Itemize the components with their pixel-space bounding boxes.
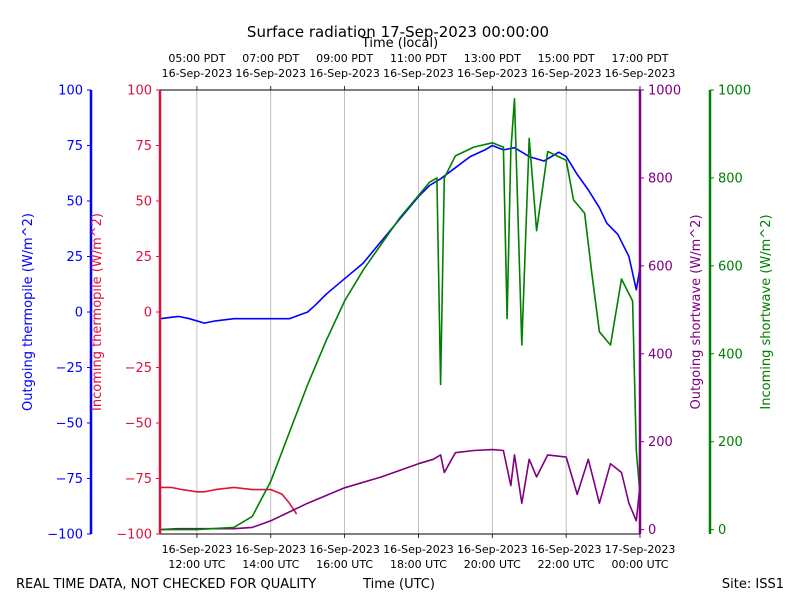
y-tick-label: −25	[56, 361, 83, 376]
top-tick-local: 05:00 PDT	[168, 52, 225, 65]
gridlines	[196, 90, 567, 534]
series-lines	[159, 98, 641, 531]
top-tick-date: 16-Sep-2023	[383, 67, 454, 80]
top-tick-date: 16-Sep-2023	[605, 67, 676, 80]
top-tick-local: 07:00 PDT	[242, 52, 299, 65]
top-tick-date: 16-Sep-2023	[309, 67, 380, 80]
y-tick-label: 400	[718, 347, 743, 362]
y-tick-label: −75	[125, 472, 152, 487]
y-tick-label: 800	[718, 171, 743, 186]
top-tick-local: 15:00 PDT	[538, 52, 595, 65]
y-tick-label: 1000	[718, 84, 751, 99]
y-tick-label: 50	[66, 195, 83, 210]
y-tick-label: 25	[66, 250, 83, 265]
plot-frame	[160, 89, 640, 535]
y-tick-label: 0	[144, 306, 152, 321]
x-tick-date: 16-Sep-2023	[531, 543, 602, 556]
x-tick-utc: 20:00 UTC	[464, 558, 521, 571]
x-tick-utc: 12:00 UTC	[168, 558, 225, 571]
y-tick-label: 50	[135, 195, 152, 210]
x-tick-utc: 00:00 UTC	[611, 558, 668, 571]
y-tick-label: 75	[135, 139, 152, 154]
y-tick-label: 0	[648, 523, 656, 538]
top-axis-label: Time (local)	[361, 36, 438, 51]
y-tick-label: −100	[47, 528, 83, 543]
top-tick-local: 17:00 PDT	[611, 52, 668, 65]
site-label: Site: ISS1	[722, 577, 784, 592]
top-tick-date: 16-Sep-2023	[162, 67, 233, 80]
y-tick-label: 75	[66, 139, 83, 154]
top-tick-local: 11:00 PDT	[390, 52, 447, 65]
y-tick-label: 0	[75, 306, 83, 321]
y-tick-label: 1000	[648, 84, 681, 99]
x-tick-date: 16-Sep-2023	[457, 543, 528, 556]
y-tick-label: 800	[648, 171, 673, 186]
y-tick-label: 0	[718, 523, 726, 538]
series-incoming-thermopile	[160, 486, 298, 515]
x-tick-date: 17-Sep-2023	[605, 543, 676, 556]
x-tick-utc: 18:00 UTC	[390, 558, 447, 571]
series-incoming-shortwave	[160, 98, 641, 531]
y-tick-label: 100	[127, 84, 152, 99]
top-tick-local: 09:00 PDT	[316, 52, 373, 65]
y-tick-label: 25	[135, 250, 152, 265]
y-tick-label: −50	[56, 417, 83, 432]
series-outgoing-shortwave	[159, 448, 641, 531]
y-tick-label: 100	[58, 84, 83, 99]
y-tick-label: −75	[56, 472, 83, 487]
top-tick-date: 16-Sep-2023	[235, 67, 306, 80]
top-tick-date: 16-Sep-2023	[457, 67, 528, 80]
top-tick-date: 16-Sep-2023	[531, 67, 602, 80]
y-tick-label: 600	[718, 259, 743, 274]
x-tick-date: 16-Sep-2023	[309, 543, 380, 556]
y-tick-label: −50	[125, 417, 152, 432]
y-tick-label: 200	[718, 435, 743, 450]
y-axis-label-thermopile_in: Incoming thermopile (W/m^2)	[90, 213, 105, 411]
y-tick-label: 400	[648, 347, 673, 362]
x-tick-utc: 22:00 UTC	[538, 558, 595, 571]
x-tick-utc: 16:00 UTC	[316, 558, 373, 571]
x-tick-date: 16-Sep-2023	[162, 543, 233, 556]
quality-note: REAL TIME DATA, NOT CHECKED FOR QUALITY	[16, 577, 316, 592]
y-axes: −100 −75 −50 −25 0 25 50 75 100 Outgoing thermopi…	[21, 84, 774, 543]
y-tick-label: −25	[125, 361, 152, 376]
y-axis-label-shortwave_in: Incoming shortwave (W/m^2)	[759, 214, 774, 409]
y-axis-label-shortwave_out: Outgoing shortwave (W/m^2)	[689, 214, 704, 409]
y-tick-label: 600	[648, 259, 673, 274]
y-tick-label: −100	[116, 528, 152, 543]
chart-title: Surface radiation 17-Sep-2023 00:00:00	[247, 23, 549, 41]
y-axis-label-thermopile_out: Outgoing thermopile (W/m^2)	[21, 213, 36, 411]
x-tick-utc: 14:00 UTC	[242, 558, 299, 571]
x-ticks: 16-Sep-2023 12:00 UTC 16-Sep-2023 14:00 UTC…	[162, 52, 676, 571]
top-tick-local: 13:00 PDT	[464, 52, 521, 65]
series-outgoing-thermopile	[159, 144, 641, 324]
x-axis-label: Time (UTC)	[362, 577, 435, 592]
x-tick-date: 16-Sep-2023	[383, 543, 454, 556]
x-tick-date: 16-Sep-2023	[235, 543, 306, 556]
y-tick-label: 200	[648, 435, 673, 450]
